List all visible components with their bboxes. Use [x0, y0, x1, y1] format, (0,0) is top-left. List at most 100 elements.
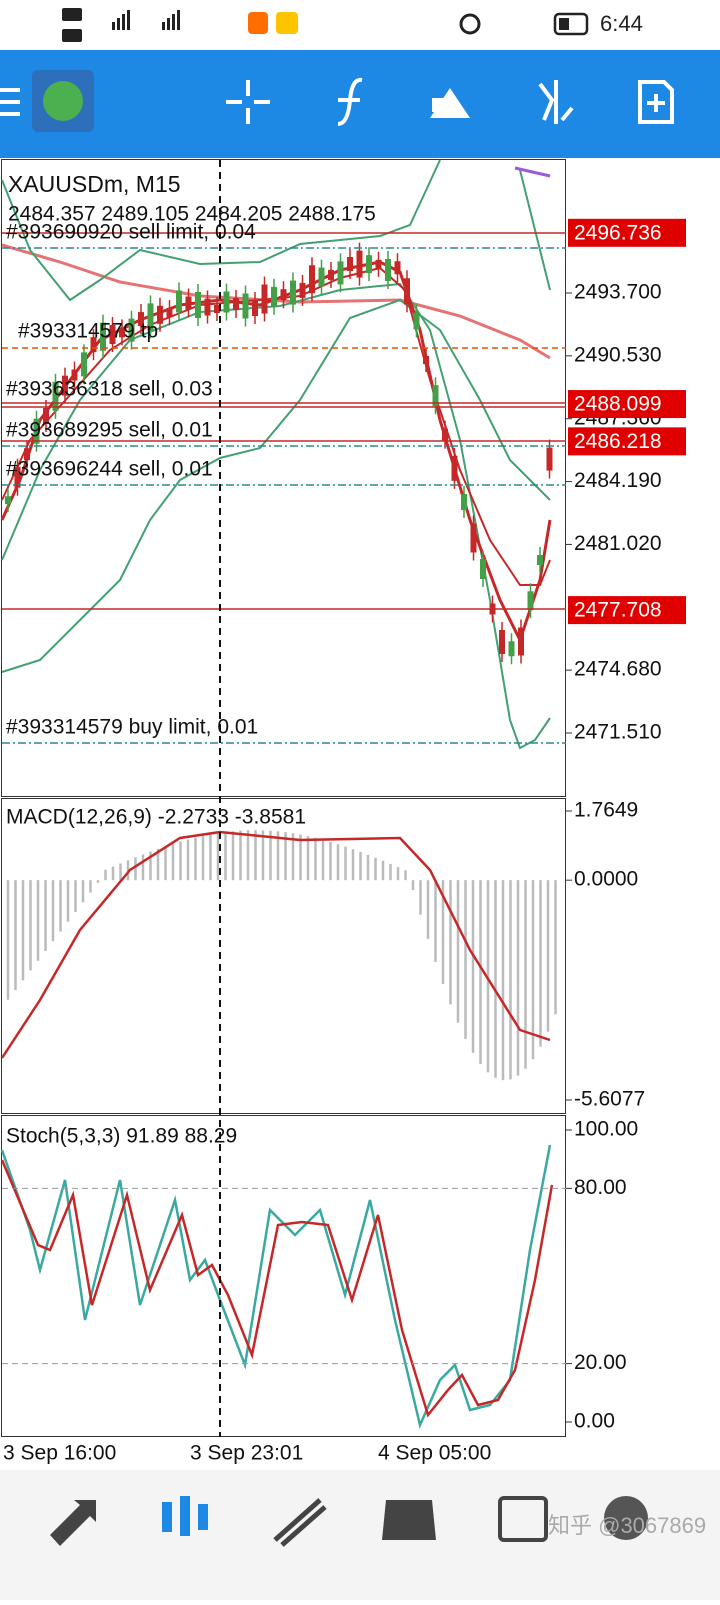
- app-icon: [276, 12, 298, 34]
- band-upper: [519, 169, 551, 291]
- candle-body: [442, 428, 448, 441]
- candle-body: [109, 325, 116, 345]
- candle-body: [366, 255, 372, 274]
- tick-label: 0.00: [574, 1410, 615, 1433]
- stoch-panel: [1, 1115, 566, 1437]
- band-upper: [1, 159, 441, 302]
- candle-body: [328, 269, 334, 280]
- candle-body: [518, 627, 524, 656]
- objects-button[interactable]: [430, 88, 470, 118]
- candle-body: [185, 296, 192, 310]
- candle-body: [128, 318, 135, 342]
- menu-button[interactable]: [0, 88, 20, 116]
- candle-body: [119, 327, 125, 338]
- candle-body: [223, 291, 230, 313]
- tick-label: 2493.700: [574, 281, 662, 304]
- indicators-button[interactable]: [337, 77, 363, 126]
- order-label: #393696244 sell, 0.01: [6, 458, 213, 481]
- candle-body: [166, 308, 173, 318]
- candle-body: [81, 352, 87, 377]
- candle-body: [280, 289, 287, 301]
- tick-label: 2490.530: [574, 343, 662, 366]
- candle-body: [404, 278, 410, 305]
- app-icon: [248, 12, 268, 34]
- status-icons: [62, 8, 589, 42]
- macd-panel: [1, 798, 566, 1114]
- band-lower: [1, 282, 551, 750]
- app-logo: [43, 81, 83, 121]
- candle-body: [537, 555, 543, 565]
- bottom-nav: [0, 1470, 720, 1600]
- band-middle: [1, 298, 551, 673]
- tick-label: -5.6077: [574, 1088, 645, 1111]
- price-label: 2486.218: [574, 430, 662, 453]
- candle-body: [546, 447, 553, 471]
- history-tab[interactable]: [382, 1500, 436, 1540]
- candle-body: [100, 322, 106, 351]
- price-label-box: [568, 427, 686, 456]
- candle-body: [375, 259, 382, 269]
- candle-body: [413, 312, 420, 330]
- tick-label: 20.00: [574, 1351, 627, 1374]
- candle-body: [14, 466, 21, 488]
- candle-body: [480, 559, 486, 579]
- watermark: 知乎 @3067869: [548, 1513, 706, 1538]
- candle-body: [385, 259, 391, 281]
- time-label: 3 Sep 23:01: [190, 1442, 303, 1465]
- stoch-main: [0, 1144, 552, 1429]
- candle-body: [451, 455, 458, 481]
- price-label: 2496.736: [574, 221, 662, 244]
- quotes-tab[interactable]: [50, 1500, 96, 1546]
- trade-tab[interactable]: [273, 1498, 327, 1547]
- time-label: 4 Sep 05:00: [378, 1442, 491, 1465]
- candle-body: [299, 282, 306, 298]
- candle-body: [33, 418, 40, 444]
- tick-label: 100.00: [574, 1118, 638, 1141]
- crosshair-button[interactable]: [226, 80, 270, 124]
- candle-body: [318, 267, 325, 287]
- stoch-title: Stoch(5,3,3) 91.89 88.29: [6, 1125, 237, 1148]
- candle-body: [52, 381, 59, 411]
- tick-label: 2484.190: [574, 469, 662, 492]
- chart-tab[interactable]: [162, 1496, 208, 1536]
- tick-label: 2471.510: [574, 721, 662, 744]
- tick-label: 2481.020: [574, 532, 662, 555]
- order-label: #393689295 sell, 0.01: [6, 419, 213, 442]
- trade-button[interactable]: [538, 80, 574, 124]
- toolbar: [0, 50, 720, 158]
- candle-body: [204, 298, 211, 316]
- news-tab[interactable]: [498, 1496, 548, 1542]
- tick-label: 80.00: [574, 1176, 627, 1199]
- messages-tab[interactable]: [604, 1496, 648, 1540]
- candle-body: [309, 265, 315, 294]
- candle-body: [43, 408, 49, 424]
- macd-histogram: [6, 830, 557, 1081]
- tick-label: 0.0000: [574, 868, 638, 891]
- candle-body: [62, 375, 68, 396]
- order-label: #393314579 tp: [18, 320, 158, 343]
- candle-body: [432, 385, 439, 407]
- tick-label: 2474.680: [574, 658, 662, 681]
- candle-body: [470, 523, 477, 553]
- candle-body: [138, 312, 144, 327]
- candle-body: [423, 356, 429, 364]
- candle-body: [195, 292, 201, 318]
- tick-label: 1.7649: [574, 799, 638, 822]
- order-labels: #393690920 sell limit, 0.04 #393314579 t…: [6, 221, 258, 739]
- candle-body: [337, 261, 344, 285]
- candle-body: [157, 305, 163, 324]
- candle-body: [24, 448, 30, 461]
- candle-body: [290, 280, 296, 305]
- slow-ma: [1, 243, 551, 360]
- nav-icons: [50, 1496, 648, 1547]
- clock: 6:44: [600, 11, 643, 36]
- candles: [5, 242, 553, 665]
- symbol: XAUUSDm, M15: [8, 171, 181, 197]
- stoch-signal: [0, 1159, 554, 1418]
- time-label: 3 Sep 16:00: [3, 1442, 116, 1465]
- price-label: 2477.708: [574, 599, 662, 622]
- new-order-button[interactable]: [638, 80, 674, 124]
- candle-body: [233, 298, 239, 310]
- candle-body: [499, 630, 505, 654]
